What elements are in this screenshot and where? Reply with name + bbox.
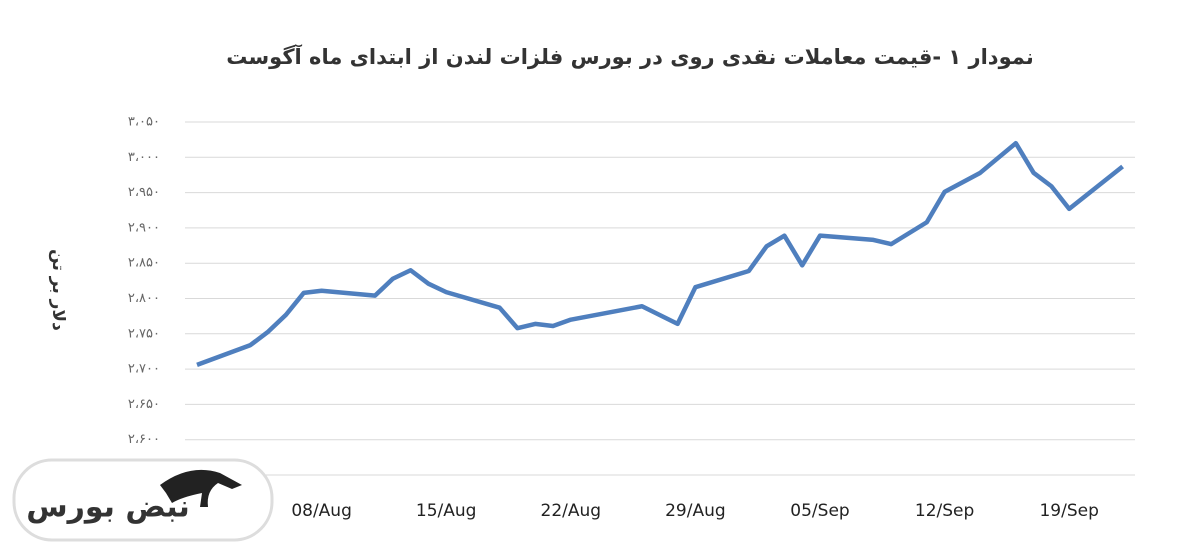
x-tick-label: 19/Sep — [1039, 501, 1098, 521]
x-tick-label: 05/Sep — [790, 501, 849, 521]
x-tick-label: 08/Aug — [291, 501, 352, 521]
plot-area: ۲،۵۵۰۲،۶۰۰۲،۶۵۰۲،۷۰۰۲،۷۵۰۲،۸۰۰۲،۸۵۰۲،۹۰۰… — [128, 115, 1135, 521]
y-tick-label: ۲،۹۵۰ — [128, 185, 160, 200]
watermark-text: نبض بورس — [26, 490, 190, 525]
y-tick-label: ۲،۷۵۰ — [128, 326, 160, 341]
y-tick-label: ۳،۰۵۰ — [128, 115, 160, 130]
x-tick-label: 12/Sep — [915, 501, 974, 521]
y-axis-label: دلار بر تن — [48, 249, 68, 331]
y-tick-label: ۲،۷۰۰ — [128, 362, 160, 377]
y-tick-label: ۲،۹۰۰ — [128, 220, 160, 235]
y-tick-label: ۲،۸۰۰ — [128, 291, 160, 306]
x-tick-label: 15/Aug — [416, 501, 477, 521]
bull-icon — [160, 469, 242, 507]
x-tick-label: 29/Aug — [665, 501, 726, 521]
data-line — [196, 140, 1124, 367]
y-tick-label: ۲،۶۰۰ — [128, 432, 160, 447]
y-tick-label: ۲،۶۵۰ — [128, 397, 160, 412]
x-tick-label: 22/Aug — [541, 501, 602, 521]
watermark: نبض بورس — [12, 458, 274, 542]
y-tick-label: ۳،۰۰۰ — [128, 150, 160, 165]
y-tick-label: ۲،۸۵۰ — [128, 256, 160, 271]
chart-title: نمودار ۱ -قیمت معاملات نقدی روی در بورس … — [226, 44, 1033, 69]
